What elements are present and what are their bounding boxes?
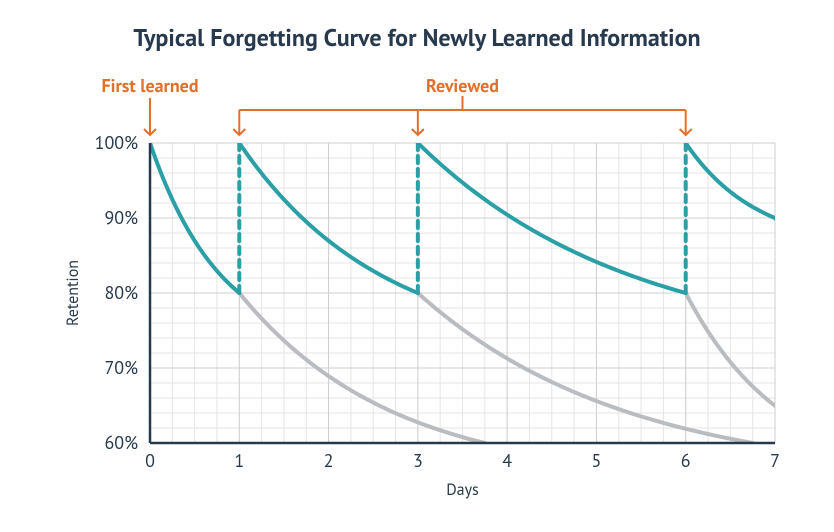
first-learned-label: First learned xyxy=(101,74,198,97)
x-tick-label: 0 xyxy=(145,449,155,472)
y-tick-label: 60% xyxy=(104,431,138,454)
reviewed-label: Reviewed xyxy=(426,74,499,97)
forgetting-curve-chart: 0 1 2 3 4 5 6 7 60% 70% 80% 90% 100% Days Retention Fir… xyxy=(0,0,834,532)
x-tick-label: 7 xyxy=(770,449,780,472)
x-tick-label: 6 xyxy=(681,449,691,472)
x-tick-label: 5 xyxy=(592,449,602,472)
x-axis-label: Days xyxy=(446,480,479,500)
y-tick-label: 70% xyxy=(104,356,138,379)
x-tick-label: 3 xyxy=(413,449,423,472)
chart-title: Typical Forgetting Curve for Newly Learn… xyxy=(0,22,834,53)
y-axis-label: Retention xyxy=(63,260,83,326)
forgetting-tail xyxy=(775,218,834,443)
y-tick-label: 80% xyxy=(104,281,138,304)
y-tick-label: 90% xyxy=(104,206,138,229)
x-tick-label: 4 xyxy=(502,449,512,472)
y-tick-label: 100% xyxy=(95,131,138,154)
x-tick-label: 1 xyxy=(234,449,244,472)
x-tick-label: 2 xyxy=(324,449,334,472)
